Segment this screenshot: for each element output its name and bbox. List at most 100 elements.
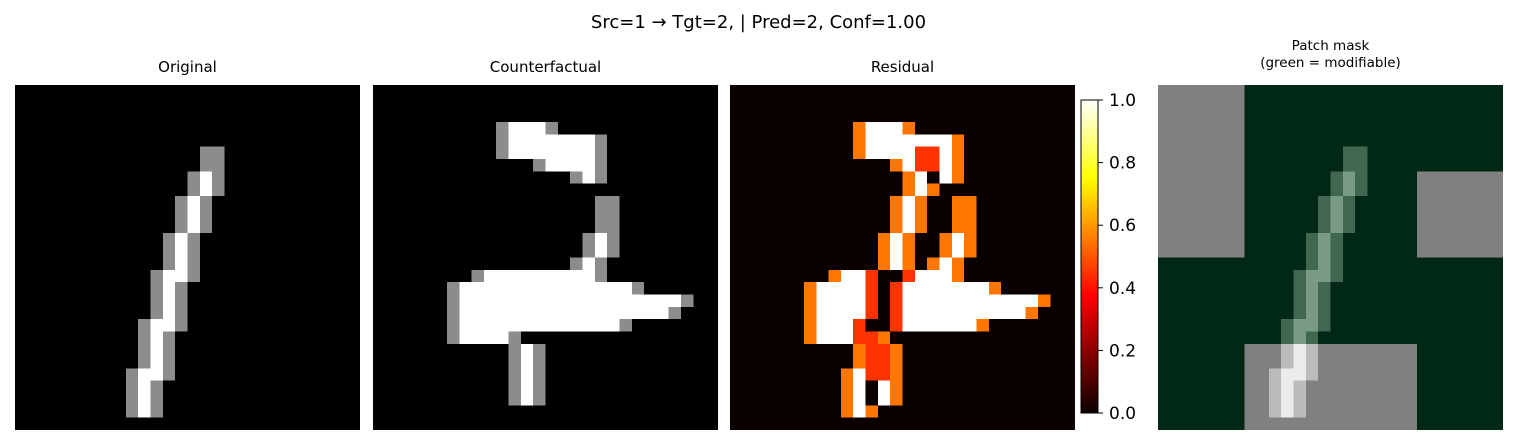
original-pixel xyxy=(187,257,200,270)
residual-pixel xyxy=(1038,294,1051,307)
original-title: Original xyxy=(158,58,217,76)
mask-digit-pixel xyxy=(1293,294,1306,307)
counterfactual-pixel xyxy=(496,319,509,332)
mask-digit-pixel xyxy=(1342,195,1356,209)
counterfactual-pixel xyxy=(496,282,509,295)
residual-pixel xyxy=(939,269,952,283)
counterfactual-pixel xyxy=(570,158,583,172)
original-pixel xyxy=(138,405,151,418)
counterfactual-pixel xyxy=(459,331,472,344)
counterfactual-pixel xyxy=(607,232,620,246)
residual-pixel xyxy=(964,232,977,246)
residual-pixel xyxy=(877,356,891,369)
original-pixel xyxy=(162,257,176,270)
original-pixel xyxy=(175,306,188,320)
mask-digit-pixel xyxy=(1318,269,1331,283)
modifiable-patch xyxy=(1416,257,1503,344)
residual-pixel xyxy=(1013,306,1026,320)
residual-pixel xyxy=(1013,294,1026,307)
fixed-patch xyxy=(1158,171,1245,258)
counterfactual-pixel xyxy=(594,220,608,233)
original-pixel xyxy=(212,171,225,184)
original-pixel xyxy=(175,294,188,307)
mask-digit-pixel xyxy=(1293,405,1306,418)
residual-pixel xyxy=(939,146,952,159)
mask-digit-pixel xyxy=(1318,232,1331,246)
counterfactual-pixel xyxy=(607,220,620,233)
residual-pixel xyxy=(877,257,891,270)
counterfactual-pixel xyxy=(446,294,460,307)
residual-pixel xyxy=(927,306,940,320)
counterfactual-pixel xyxy=(594,319,608,332)
original-pixel xyxy=(175,220,188,233)
counterfactual-pixel xyxy=(582,158,595,172)
residual-pixel xyxy=(902,269,915,283)
counterfactual-pixel xyxy=(508,380,521,394)
original-pixel xyxy=(187,232,200,246)
residual-pixel xyxy=(914,306,928,320)
counterfactual-pixel xyxy=(496,269,509,283)
residual-pixel xyxy=(877,134,891,147)
mask-digit-pixel xyxy=(1305,331,1319,344)
residual-pixel xyxy=(988,282,1002,295)
original-pixel xyxy=(162,294,176,307)
counterfactual-pixel xyxy=(557,158,571,172)
original-pixel xyxy=(162,368,176,381)
counterfactual-pixel xyxy=(594,134,608,147)
residual-pixel xyxy=(951,306,965,320)
counterfactual-pixel xyxy=(533,380,546,394)
residual-pixel xyxy=(840,393,854,406)
counterfactual-pixel xyxy=(582,282,595,295)
original-pixel xyxy=(187,183,200,196)
mask-digit-pixel xyxy=(1318,245,1331,258)
residual-pixel xyxy=(902,306,915,320)
counterfactual-pixel xyxy=(545,319,558,332)
residual-pixel xyxy=(828,331,841,344)
mask-digit-pixel xyxy=(1293,380,1306,394)
counterfactual-pixel xyxy=(533,319,546,332)
residual-pixel xyxy=(951,232,965,246)
counterfactual-pixel xyxy=(533,269,546,283)
residual-pixel xyxy=(927,146,940,159)
counterfactual-pixel xyxy=(681,294,694,307)
original-pixel xyxy=(175,245,188,258)
residual-pixel xyxy=(803,306,817,320)
mask-digit-pixel xyxy=(1318,294,1331,307)
counterfactual-pixel xyxy=(508,282,521,295)
residual-pixel xyxy=(914,171,928,184)
counterfactual-pixel xyxy=(459,294,472,307)
residual-pixel xyxy=(939,158,952,172)
original-pixel xyxy=(138,356,151,369)
counterfactual-pixel xyxy=(459,319,472,332)
modifiable-patch xyxy=(1244,85,1331,172)
counterfactual-pixel xyxy=(545,134,558,147)
counterfactual-pixel xyxy=(619,306,632,320)
counterfactual-pixel xyxy=(533,121,546,135)
counterfactual-pixel xyxy=(570,257,583,270)
residual-pixel xyxy=(1025,306,1039,320)
counterfactual-pixel xyxy=(533,356,546,369)
original-pixel xyxy=(150,380,163,394)
original-pixel xyxy=(162,343,176,357)
mask-digit-pixel xyxy=(1281,331,1294,344)
original-pixel xyxy=(162,282,176,295)
counterfactual-pixel xyxy=(483,269,497,283)
mask-digit-pixel xyxy=(1318,282,1331,295)
mask-digit-pixel xyxy=(1293,368,1306,381)
mask-digit-pixel xyxy=(1318,220,1331,233)
residual-pixel xyxy=(877,232,891,246)
residual-pixel xyxy=(964,282,977,295)
residual-pixel xyxy=(840,269,854,283)
residual-pixel xyxy=(816,282,829,295)
residual-pixel xyxy=(828,294,841,307)
residual-pixel xyxy=(914,319,928,332)
counterfactual-pixel xyxy=(594,245,608,258)
figure-title: Src=1 → Tgt=2, | Pred=2, Conf=1.00 xyxy=(590,12,927,33)
residual-pixel xyxy=(890,208,903,221)
residual-pixel xyxy=(877,146,891,159)
counterfactual-pixel xyxy=(520,380,534,394)
residual-pixel xyxy=(939,294,952,307)
original-pixel xyxy=(138,331,151,344)
counterfactual-image xyxy=(373,85,718,430)
mask-digit-pixel xyxy=(1342,171,1356,184)
